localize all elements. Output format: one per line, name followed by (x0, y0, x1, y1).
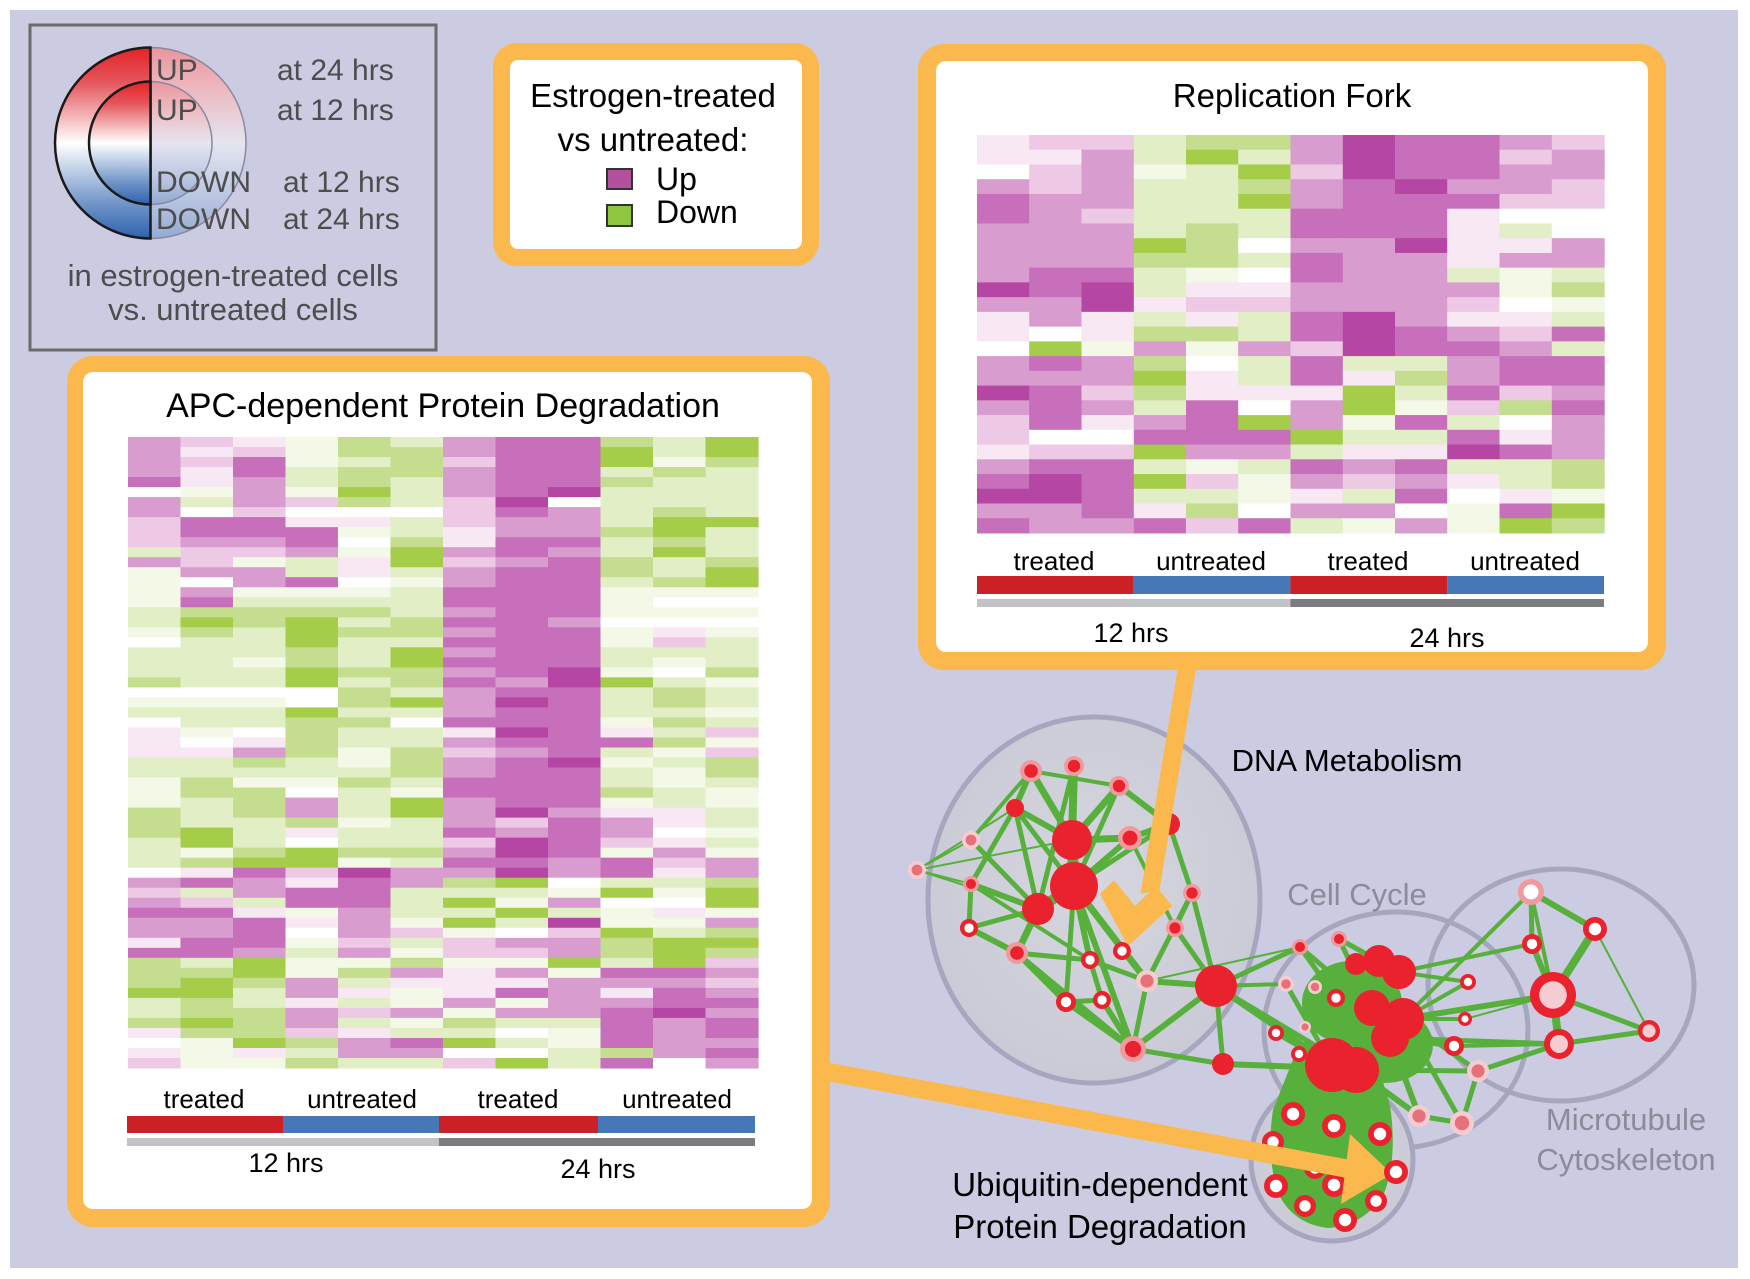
svg-text:24 hrs: 24 hrs (1409, 623, 1484, 653)
svg-text:treated: treated (1328, 546, 1409, 576)
svg-text:at 24 hrs: at 24 hrs (277, 54, 394, 87)
svg-text:APC-dependent Protein Degradat: APC-dependent Protein Degradation (166, 387, 720, 425)
svg-text:vs untreated:: vs untreated: (558, 121, 749, 158)
svg-text:Replication Fork: Replication Fork (1173, 77, 1412, 114)
svg-text:UP: UP (156, 54, 198, 87)
svg-text:Cell Cycle: Cell Cycle (1287, 877, 1427, 912)
svg-text:DOWN: DOWN (156, 166, 251, 199)
svg-text:untreated: untreated (622, 1084, 732, 1114)
svg-text:at 12 hrs: at 12 hrs (277, 94, 394, 127)
svg-text:in estrogen-treated cells: in estrogen-treated cells (68, 258, 399, 293)
svg-text:treated: treated (478, 1084, 559, 1114)
svg-text:Down: Down (656, 194, 738, 230)
svg-text:Cytoskeleton: Cytoskeleton (1536, 1142, 1715, 1177)
svg-text:Microtubule: Microtubule (1546, 1102, 1706, 1137)
svg-text:24 hrs: 24 hrs (560, 1154, 635, 1184)
svg-text:at 12 hrs: at 12 hrs (283, 166, 400, 199)
svg-text:at 24 hrs: at 24 hrs (283, 203, 400, 236)
svg-text:untreated: untreated (1470, 546, 1580, 576)
svg-text:vs. untreated cells: vs. untreated cells (108, 292, 358, 327)
svg-text:UP: UP (156, 94, 198, 127)
svg-text:Ubiquitin-dependent: Ubiquitin-dependent (952, 1166, 1247, 1203)
svg-text:untreated: untreated (307, 1084, 417, 1114)
svg-text:DOWN: DOWN (156, 203, 251, 236)
svg-text:DNA Metabolism: DNA Metabolism (1232, 743, 1463, 778)
svg-text:untreated: untreated (1156, 546, 1266, 576)
svg-text:Protein Degradation: Protein Degradation (953, 1208, 1247, 1245)
svg-text:Up: Up (656, 161, 697, 197)
svg-text:treated: treated (1014, 546, 1095, 576)
svg-text:12 hrs: 12 hrs (1093, 618, 1168, 648)
svg-text:treated: treated (164, 1084, 245, 1114)
svg-text:Estrogen-treated: Estrogen-treated (530, 77, 776, 114)
svg-text:12 hrs: 12 hrs (248, 1148, 323, 1178)
